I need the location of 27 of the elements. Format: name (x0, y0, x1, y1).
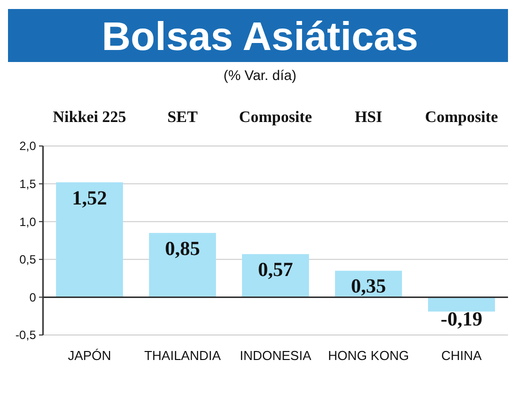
x-tick-label: CHINA (441, 348, 482, 363)
text: Composite (425, 109, 498, 126)
bar (428, 297, 495, 312)
text: Composite (239, 109, 312, 126)
x-tick-label: INDONESIA (240, 348, 312, 363)
y-tick-label: 1,5 (19, 177, 36, 191)
y-tick-label: 1,0 (19, 214, 36, 229)
bar (56, 182, 123, 298)
text: HSI (354, 109, 382, 126)
y-tick-label: 0,5 (19, 252, 36, 267)
data-label: 0,35 (351, 276, 386, 298)
data-label: 1,52 (72, 187, 107, 210)
data-label: 0,57 (258, 259, 293, 282)
text: Nikkei 225 (52, 109, 126, 126)
x-tick-label: JAPÓN (68, 348, 112, 363)
chart-title: Bolsas Asiáticas (102, 15, 418, 59)
data-label: 0,85 (165, 238, 200, 260)
bar (149, 232, 216, 298)
chart-subtitle: (% Var. día) (224, 67, 296, 83)
y-tick-label: -0,5 (15, 328, 36, 342)
text: SET (167, 109, 198, 126)
y-tick-label: 0 (29, 290, 36, 304)
x-tick-label: HONG KONG (328, 348, 409, 363)
y-tick-label: 2,0 (19, 139, 36, 154)
bar (242, 254, 309, 298)
x-tick-label: THAILANDIA (144, 348, 222, 363)
data-label: -0,19 (440, 308, 482, 331)
